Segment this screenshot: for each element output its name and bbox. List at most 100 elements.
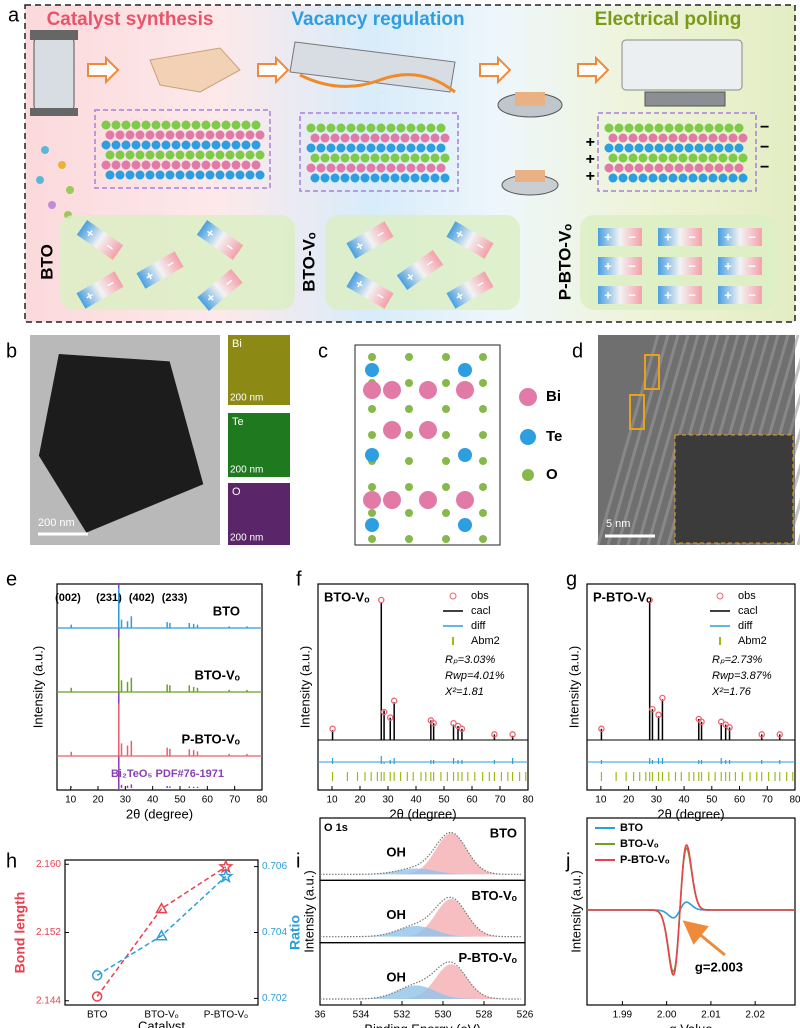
charge: − bbox=[760, 119, 769, 136]
atom bbox=[165, 170, 175, 180]
atom bbox=[714, 143, 724, 153]
x-tick-label: 2.00 bbox=[657, 1010, 677, 1021]
atom bbox=[668, 173, 678, 183]
atom bbox=[141, 140, 151, 150]
dipole-body bbox=[197, 268, 243, 312]
obs-point bbox=[717, 718, 725, 726]
x-tick-label: 60 bbox=[466, 795, 478, 806]
atom bbox=[436, 123, 446, 133]
x-tick-label: 2.02 bbox=[745, 1010, 765, 1021]
dipole: +− bbox=[598, 228, 642, 246]
atom bbox=[215, 130, 225, 140]
y-axis-title: Intensity (a.u.) bbox=[568, 870, 583, 952]
atom bbox=[145, 130, 155, 140]
atom bbox=[654, 163, 664, 173]
atom bbox=[155, 150, 165, 160]
o-atom bbox=[442, 535, 450, 543]
atom bbox=[618, 133, 628, 143]
o-atom bbox=[442, 509, 450, 517]
atom bbox=[634, 163, 644, 173]
map-o bbox=[228, 483, 290, 545]
x-axis-title: 2θ (degree) bbox=[126, 806, 193, 821]
atom bbox=[330, 133, 340, 143]
annotation: g=2.003 bbox=[695, 959, 743, 974]
atom bbox=[678, 133, 688, 143]
atom bbox=[215, 170, 225, 180]
atom bbox=[684, 163, 694, 173]
charge: − bbox=[760, 139, 769, 156]
atom bbox=[235, 170, 245, 180]
atom bbox=[185, 130, 195, 140]
atom bbox=[201, 140, 211, 150]
atom bbox=[410, 173, 420, 183]
atom bbox=[105, 130, 115, 140]
atom bbox=[380, 153, 390, 163]
fit-stat: Rₚ=3.03% bbox=[445, 654, 495, 666]
atom bbox=[614, 163, 624, 173]
atom bbox=[426, 163, 436, 173]
atom bbox=[316, 163, 326, 173]
atom bbox=[624, 143, 634, 153]
atom bbox=[618, 173, 628, 183]
atom bbox=[704, 143, 714, 153]
o-atom bbox=[368, 353, 376, 361]
x-tick-label: 534 bbox=[353, 1010, 370, 1021]
atom bbox=[698, 153, 708, 163]
legend-text: BTO-Vₒ bbox=[620, 838, 659, 850]
y2-tick-label: 0.706 bbox=[262, 861, 287, 872]
dipole-body bbox=[76, 220, 124, 260]
atom bbox=[628, 173, 638, 183]
te-atom bbox=[458, 363, 472, 377]
atom bbox=[101, 160, 111, 170]
atom bbox=[624, 123, 634, 133]
obs-point bbox=[649, 705, 656, 713]
atom bbox=[231, 120, 241, 130]
atom bbox=[115, 170, 125, 180]
atom bbox=[101, 140, 111, 150]
atom bbox=[400, 173, 410, 183]
molecule bbox=[66, 186, 74, 194]
atom bbox=[376, 123, 386, 133]
atom bbox=[436, 143, 446, 153]
dipole-body bbox=[598, 228, 642, 246]
atom bbox=[320, 133, 330, 143]
scale-label: 200 nm bbox=[230, 465, 263, 476]
dipole: +− bbox=[658, 286, 702, 304]
atom bbox=[728, 153, 738, 163]
te-atom bbox=[365, 448, 379, 462]
legend-text: diff bbox=[471, 620, 486, 632]
atom bbox=[310, 153, 320, 163]
dipole: +− bbox=[76, 220, 124, 260]
atom bbox=[115, 150, 125, 160]
x-axis-title: g Value bbox=[669, 1021, 712, 1028]
atom bbox=[674, 163, 684, 173]
molecule bbox=[36, 176, 44, 184]
atom bbox=[121, 160, 131, 170]
envelope bbox=[320, 961, 521, 1000]
x-tick-label: 70 bbox=[494, 795, 506, 806]
atom bbox=[171, 140, 181, 150]
x-tick-label: 40 bbox=[679, 795, 691, 806]
dipole: +− bbox=[136, 251, 184, 289]
peak-label: (002) bbox=[55, 592, 81, 604]
te-atom bbox=[458, 448, 472, 462]
atom bbox=[704, 163, 714, 173]
atom bbox=[416, 123, 426, 133]
row-label: BTO bbox=[37, 244, 56, 280]
atom bbox=[105, 170, 115, 180]
dipole-body bbox=[718, 228, 762, 246]
map-element: Te bbox=[232, 416, 244, 428]
atom bbox=[420, 133, 430, 143]
charge: + bbox=[586, 151, 595, 168]
atom bbox=[161, 140, 171, 150]
atom bbox=[171, 160, 181, 170]
atom bbox=[604, 163, 614, 173]
dipole: +− bbox=[658, 228, 702, 246]
x-axis-title: Binding Energy (eV) bbox=[364, 1021, 480, 1028]
atom bbox=[440, 173, 450, 183]
atom bbox=[326, 123, 336, 133]
legend-text: obs bbox=[738, 590, 756, 602]
dipole-sign: − bbox=[748, 287, 756, 302]
x-tick-label: 40 bbox=[410, 795, 422, 806]
